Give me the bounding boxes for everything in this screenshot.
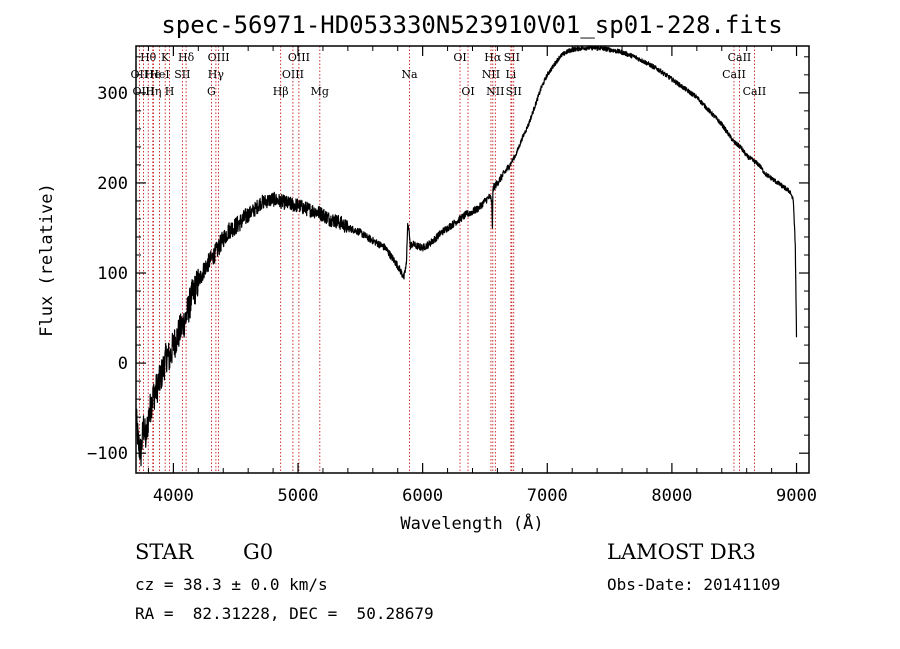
line-marker-label-25: SII [506, 85, 522, 98]
x-tick-label-1: 5000 [278, 486, 319, 506]
line-marker-label-11: Hγ [208, 68, 225, 81]
line-marker-label-8: SII [174, 68, 190, 81]
line-marker-label-0: Hθ [140, 51, 157, 64]
x-axis-label: Wavelength (Å) [400, 512, 543, 534]
line-marker-label-23: SII [504, 51, 520, 64]
line-marker-label-18: OI [453, 51, 466, 64]
line-marker-label-21: NII [482, 68, 500, 81]
survey-name: LAMOST DR3 [607, 540, 756, 564]
line-marker-label-10: OIII [208, 51, 230, 64]
x-tick-label-5: 9000 [776, 486, 817, 506]
line-marker-label-7: HeI [149, 68, 169, 81]
line-marker-label-12: G [207, 85, 216, 98]
object-subclass: G0 [243, 540, 274, 564]
flux-series-line [135, 45, 798, 467]
line-marker-label-16: Mg [311, 85, 329, 98]
line-marker-label-3: He [145, 68, 161, 81]
x-tick-label-2: 6000 [402, 486, 443, 506]
line-marker-label-14: OIII [288, 51, 310, 64]
y-tick-label-4: 300 [97, 84, 128, 104]
chart-title: spec-56971-HD053330N523910V01_sp01-228.f… [161, 11, 782, 39]
y-tick-label-2: 100 [97, 264, 128, 284]
x-tick-label-4: 8000 [651, 486, 692, 506]
x-tick-label-3: 7000 [527, 486, 568, 506]
line-marker-label-5: K [161, 51, 170, 64]
line-marker-label-6: H [165, 85, 175, 98]
redshift-velocity: cz = 38.3 ± 0.0 km/s [135, 575, 328, 594]
line-marker-label-20: Hα [484, 51, 502, 64]
line-marker-label-26: CaII [728, 51, 752, 64]
y-tick-label-3: 200 [97, 174, 128, 194]
line-marker-label-4: Hη [145, 85, 161, 98]
y-tick-label-1: 0 [118, 354, 128, 374]
y-tick-label-0: −100 [87, 444, 128, 464]
line-marker-label-27: CaII [722, 68, 746, 81]
line-marker-label-28: CaII [743, 85, 767, 98]
axes: 4000 5000 6000 7000 8000 9000 −100 0 100 200 300 [87, 46, 817, 506]
line-marker-label-19: OI [461, 85, 474, 98]
line-marker-label-13: Hβ [273, 85, 289, 98]
y-axis-label: Flux (relative) [37, 183, 57, 337]
observation-date: Obs-Date: 20141109 [607, 575, 781, 594]
line-marker-label-9: Hδ [178, 51, 195, 64]
object-class: STAR [135, 540, 194, 564]
line-marker-label-24: Li [505, 68, 516, 81]
line-marker-label-2: OIII [132, 85, 154, 98]
line-marker-label-15: OIII [282, 68, 304, 81]
sky-coordinates: RA = 82.31228, DEC = 50.28679 [135, 604, 434, 623]
line-marker-label-22: NII [486, 85, 504, 98]
x-tick-label-0: 4000 [153, 486, 194, 506]
line-marker-label-17: Na [401, 68, 418, 81]
